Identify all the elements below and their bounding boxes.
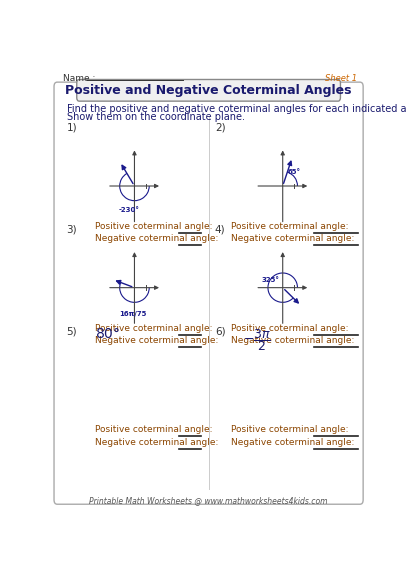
- Text: 4): 4): [215, 224, 225, 234]
- Text: Show them on the coordinate plane.: Show them on the coordinate plane.: [67, 112, 245, 122]
- Text: -230°: -230°: [118, 207, 139, 213]
- Text: Negative coterminal angle:: Negative coterminal angle:: [95, 438, 219, 447]
- Text: Name :: Name :: [63, 74, 96, 83]
- Text: Positive coterminal angle:: Positive coterminal angle:: [95, 425, 212, 435]
- Text: Positive coterminal angle:: Positive coterminal angle:: [231, 425, 348, 435]
- Text: Printable Math Worksheets @ www.mathworksheets4kids.com: Printable Math Worksheets @ www.mathwork…: [90, 497, 328, 506]
- Text: $-\dfrac{3\pi}{2}$: $-\dfrac{3\pi}{2}$: [243, 327, 271, 354]
- Text: Negative coterminal angle:: Negative coterminal angle:: [231, 438, 354, 447]
- Text: Positive coterminal angle:: Positive coterminal angle:: [95, 324, 212, 333]
- FancyBboxPatch shape: [77, 79, 340, 101]
- Text: Negative coterminal angle:: Negative coterminal angle:: [231, 234, 354, 243]
- Text: Positive coterminal angle:: Positive coterminal angle:: [231, 324, 348, 333]
- Text: 6): 6): [215, 326, 225, 336]
- Text: 65°: 65°: [287, 169, 300, 175]
- Text: Negative coterminal angle:: Negative coterminal angle:: [95, 336, 219, 345]
- Text: Positive and Negative Coterminal Angles: Positive and Negative Coterminal Angles: [66, 84, 352, 97]
- Text: Positive coterminal angle:: Positive coterminal angle:: [231, 222, 348, 231]
- Text: Find the positive and negative coterminal angles for each indicated angle.: Find the positive and negative cotermina…: [67, 104, 407, 114]
- Text: Negative coterminal angle:: Negative coterminal angle:: [231, 336, 354, 345]
- Text: Negative coterminal angle:: Negative coterminal angle:: [95, 234, 219, 243]
- Text: $80°$: $80°$: [95, 327, 120, 342]
- Text: 1): 1): [67, 123, 77, 133]
- FancyBboxPatch shape: [54, 82, 363, 504]
- Text: 5): 5): [67, 326, 77, 336]
- Text: 325°: 325°: [261, 277, 279, 283]
- Text: Sheet 1: Sheet 1: [325, 74, 357, 83]
- Text: Positive coterminal angle:: Positive coterminal angle:: [95, 222, 212, 231]
- Text: 2): 2): [215, 123, 225, 133]
- Text: 16π/75: 16π/75: [119, 311, 147, 317]
- Text: 3): 3): [67, 224, 77, 234]
